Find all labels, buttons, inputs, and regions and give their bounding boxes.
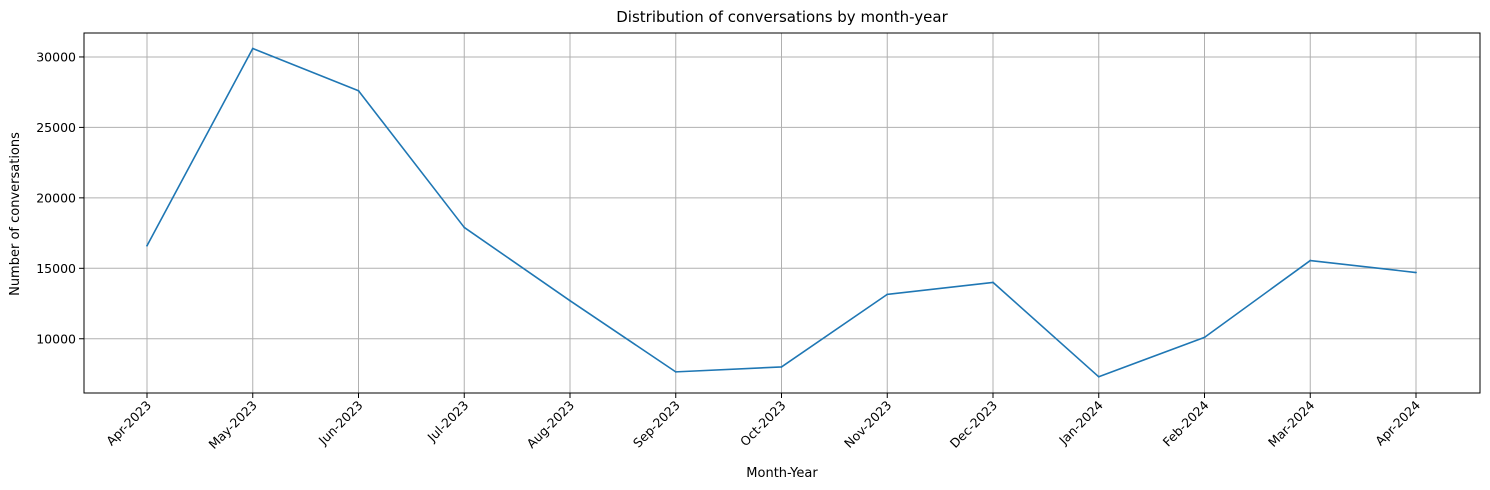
data-point <box>357 89 360 92</box>
y-tick-label: 15000 <box>36 261 76 276</box>
data-point <box>780 366 783 368</box>
data-point <box>992 281 994 284</box>
data-point <box>674 370 677 373</box>
data-point <box>1309 259 1312 262</box>
data-point <box>1203 336 1206 339</box>
data-point <box>251 47 254 50</box>
plot-series <box>146 47 1417 378</box>
grid-lines <box>84 33 1480 393</box>
y-tick-label: 30000 <box>36 49 76 64</box>
y-axis-title: Number of conversations <box>8 132 23 296</box>
data-point <box>1415 271 1417 274</box>
y-tick-label: 10000 <box>36 331 76 346</box>
data-point <box>569 299 571 302</box>
data-point <box>1097 375 1100 378</box>
y-tick-label: 25000 <box>36 120 76 135</box>
y-tick-label: 20000 <box>36 190 76 205</box>
data-point <box>463 226 466 229</box>
data-point <box>886 293 889 296</box>
data-point <box>146 244 148 247</box>
chart-title: Distribution of conversations by month-y… <box>616 8 948 26</box>
axes <box>79 32 1481 398</box>
x-axis-title: Month-Year <box>746 466 818 481</box>
axes-frame <box>83 32 1481 394</box>
